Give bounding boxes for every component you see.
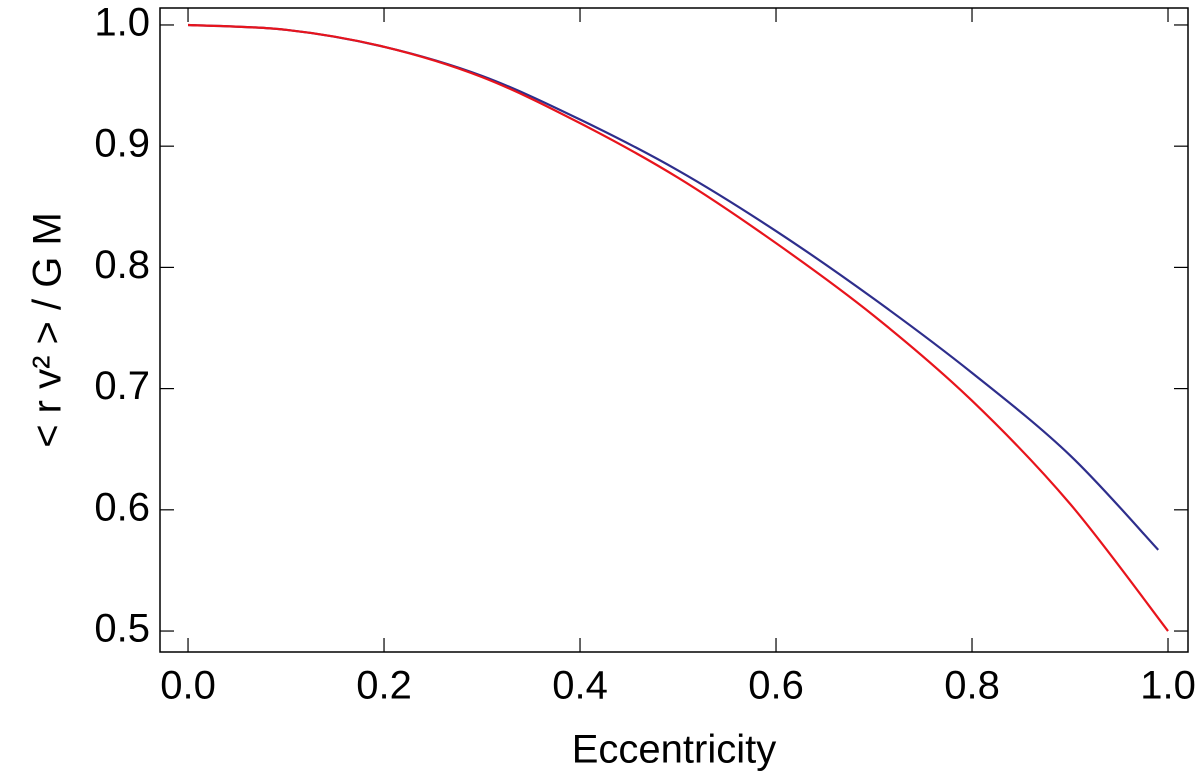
- y-tick-label: 0.9: [94, 122, 150, 166]
- x-tick-label: 0.6: [748, 664, 804, 708]
- x-tick-label: 0.4: [552, 664, 608, 708]
- x-axis-label: Eccentricity: [572, 728, 777, 772]
- y-tick-label: 0.6: [94, 485, 150, 529]
- x-tick-label: 0.8: [944, 664, 1000, 708]
- x-tick-label: 0.2: [356, 664, 412, 708]
- line-series: [187, 23, 1169, 632]
- y-tick-label: 0.5: [94, 607, 150, 651]
- x-tick-label: 0.0: [160, 664, 216, 708]
- plot-frame: [159, 7, 1189, 653]
- x-tick-label: 1.0: [1140, 664, 1196, 708]
- y-tick-label: 0.8: [94, 243, 150, 287]
- y-axis-label: < r v² > / G M: [26, 212, 70, 448]
- y-tick-label: 0.7: [94, 364, 150, 408]
- line-series: [187, 23, 1160, 551]
- y-tick-label: 1.0: [94, 1, 150, 45]
